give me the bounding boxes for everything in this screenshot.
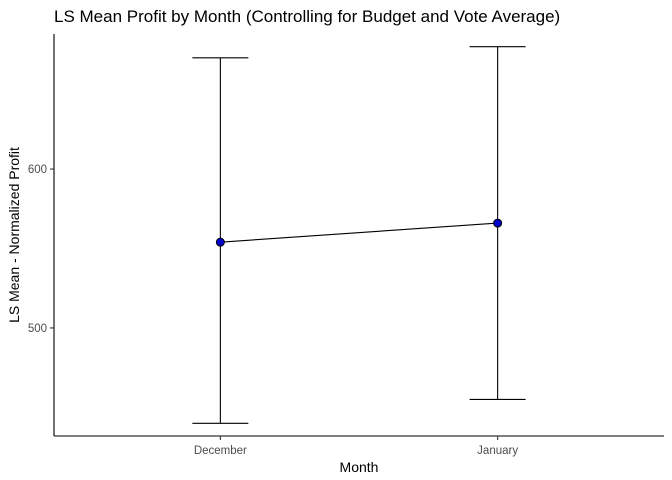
x-axis-title: Month bbox=[340, 459, 379, 475]
y-tick-label: 600 bbox=[28, 164, 47, 176]
x-tick-label: December bbox=[194, 445, 247, 457]
data-point bbox=[493, 218, 503, 228]
chart-title: LS Mean Profit by Month (Controlling for… bbox=[54, 7, 560, 26]
x-axis-ticks: December January bbox=[194, 436, 518, 457]
y-axis-ticks: 500 600 bbox=[28, 164, 54, 335]
data-point bbox=[215, 237, 225, 247]
series-line bbox=[220, 222, 498, 243]
x-tick-label: January bbox=[477, 445, 518, 457]
plot-area bbox=[192, 46, 526, 424]
y-axis-title: LS Mean - Normalized Profit bbox=[6, 147, 22, 323]
y-tick-label: 500 bbox=[28, 323, 47, 335]
